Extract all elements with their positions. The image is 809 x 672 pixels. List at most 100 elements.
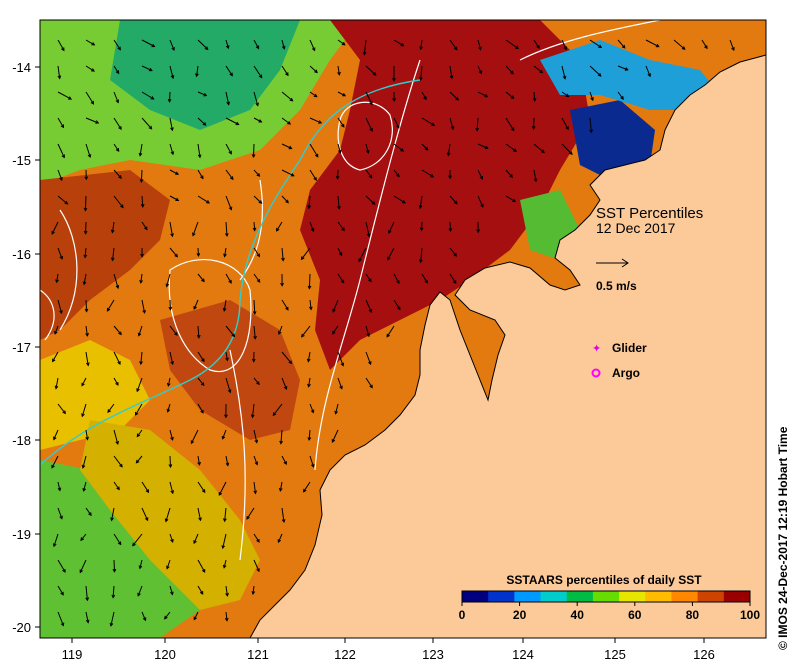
current-vector-head [369,101,373,106]
colorbar-cell [723,591,751,602]
current-vector-head [366,233,371,238]
colorbar-cell [566,591,594,602]
current-vector-head [83,254,88,259]
current-vector-head [120,204,124,209]
current-vector [309,455,314,468]
current-vector [281,91,293,102]
current-vector [197,559,206,573]
current-vector [253,559,260,572]
current-vector-head [59,255,63,260]
current-vector-head [196,334,201,339]
current-vector-head [337,71,341,76]
current-vector-head [81,464,86,469]
current-vector [331,429,339,443]
current-vector [421,143,428,151]
colorbar-cell [592,591,620,602]
current-vector [617,91,624,100]
current-vector-head [531,125,536,130]
current-vector-head [510,127,515,132]
current-vector-head [533,178,538,183]
current-vector-head [81,413,85,418]
current-vector [281,377,287,390]
current-vector-head [396,173,400,178]
current-vector-head [371,201,376,206]
current-vector [113,325,122,335]
current-vector [85,429,88,440]
current-vector [169,325,178,336]
current-vector-head [55,279,59,284]
current-vector [139,143,143,156]
current-vector [365,65,377,76]
current-vector-head [142,617,147,622]
current-vector [166,273,171,287]
current-vector [281,39,285,49]
current-vector [57,481,61,491]
current-vector [57,611,64,626]
current-vector [85,351,89,366]
current-vector-head [307,437,312,442]
current-vector-head [110,257,115,262]
colorbar-cell [671,591,699,602]
current-vector-head [53,436,57,441]
current-vector-head [453,46,458,51]
current-vector-head [170,538,174,544]
current-vector-head [151,43,156,48]
current-vector [169,299,171,310]
current-vector-head [332,308,336,313]
current-vector-head [200,382,205,386]
current-vector-head [368,308,373,313]
current-vector [192,221,199,236]
current-vector [167,377,171,387]
lon-axis: 119 120 121 122 123 124 125 126 [62,638,715,662]
current-vector [589,117,592,133]
colorbar-cell [645,591,672,602]
current-vector-head [310,463,315,468]
current-vector [141,221,148,230]
lon-tick-label: 120 [154,647,176,662]
current-vector-head [95,120,100,124]
current-vector-head [450,125,455,131]
current-vector [505,195,516,203]
current-vector [113,195,124,208]
current-vector [164,611,171,620]
current-vector [533,39,540,49]
current-vector-head [201,489,206,494]
current-vector [337,143,341,153]
current-vector [246,507,255,520]
current-vector [617,39,626,49]
zone-red-southwest [40,170,170,340]
current-vector-head [59,310,63,315]
current-vector [561,117,569,130]
current-vector [136,377,143,392]
current-vector [197,585,204,595]
current-vector-head [281,45,286,50]
current-vector [141,299,146,313]
current-vector-head [201,278,205,283]
current-vector [57,117,64,128]
current-vector-head [115,148,120,152]
current-vector-head [115,381,119,386]
zone-dark-red-central [300,20,590,370]
current-vector-head [222,518,227,523]
current-vector-head [565,126,569,131]
current-vector [193,611,199,620]
current-vector-head [221,435,226,440]
current-vector [253,273,261,283]
current-vector [337,169,339,179]
current-vector [85,91,94,105]
current-vector-head [224,617,229,622]
current-vector [279,481,283,491]
current-vector-head [229,176,234,181]
current-vector [85,39,95,46]
current-vector [113,533,122,545]
current-vector [81,403,87,417]
current-vector [82,455,87,468]
current-vector [393,195,406,204]
current-vector-head [387,256,391,261]
current-vector-head [228,150,232,155]
current-vector-head [54,330,58,335]
current-vector-head [341,227,345,232]
current-vector [533,143,545,153]
zone-yellow-south [80,420,260,610]
current-vector-head [229,72,233,77]
